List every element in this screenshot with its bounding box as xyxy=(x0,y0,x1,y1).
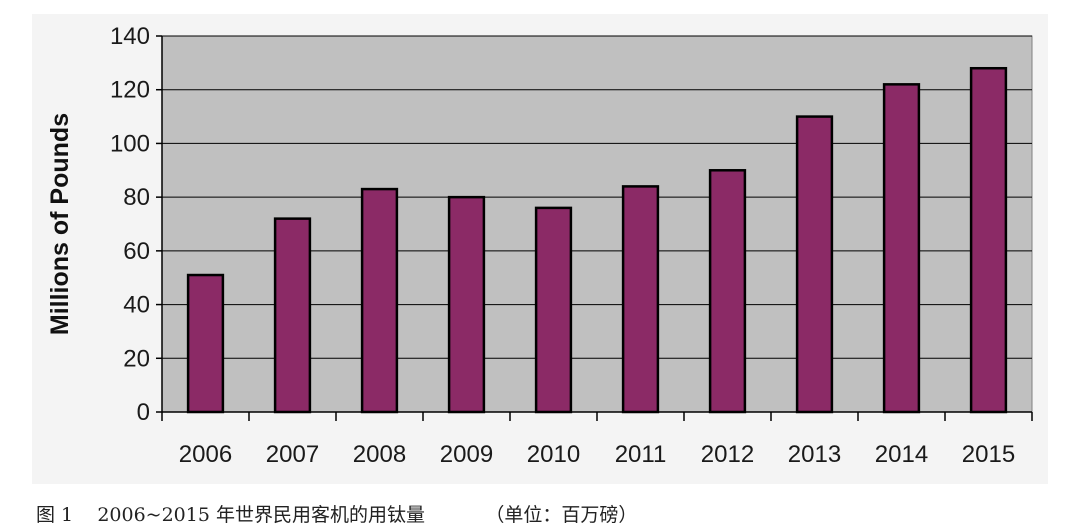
x-tick-label: 2007 xyxy=(266,441,319,468)
x-tick-labels: 2006 2007 2008 2009 2010 2011 2012 2013 2014 2015 xyxy=(179,441,1015,468)
bar-2011 xyxy=(621,185,660,414)
x-tick-label: 2009 xyxy=(440,441,493,468)
x-tick-label: 2006 xyxy=(179,441,232,468)
y-tick-label: 120 xyxy=(110,77,150,104)
axes xyxy=(156,35,1033,421)
figure-label: 图 1 xyxy=(36,504,74,526)
x-tick-label: 2013 xyxy=(788,441,841,468)
x-tick-label: 2010 xyxy=(527,441,580,468)
bar-2008 xyxy=(360,187,399,414)
x-tick-label: 2014 xyxy=(875,441,928,468)
x-tick-label: 2011 xyxy=(615,441,667,468)
y-axis-title: Millions of Pounds xyxy=(46,113,74,335)
y-tick-label: 80 xyxy=(123,184,150,211)
caption-text: 2006~2015 年世界民用客机的用钛量 xyxy=(97,504,425,526)
x-tick-label: 2008 xyxy=(353,441,406,468)
bar-2010 xyxy=(534,206,573,414)
bar-2014 xyxy=(882,83,921,414)
caption-unit-note: （单位：百万磅） xyxy=(485,504,638,526)
y-tick-label: 20 xyxy=(123,345,150,372)
x-tick-label: 2015 xyxy=(962,441,1015,468)
bar-2013 xyxy=(795,115,834,414)
y-tick-label: 0 xyxy=(137,399,150,426)
x-tick-label: 2012 xyxy=(701,441,754,468)
y-tick-label: 140 xyxy=(110,23,150,50)
bar-2007 xyxy=(273,217,312,414)
bars xyxy=(186,66,1008,414)
bar-2015 xyxy=(969,66,1008,414)
y-tick-label: 60 xyxy=(123,238,150,265)
chart-panel: 0 20 40 60 80 100 120 140 2006 2007 2008 2009 2010 2… xyxy=(32,14,1048,484)
y-tick-label: 100 xyxy=(110,130,150,157)
bar-2006 xyxy=(186,273,225,414)
y-tick-labels: 0 20 40 60 80 100 120 140 xyxy=(110,23,150,426)
figure-caption: 图 1 2006~2015 年世界民用客机的用钛量 （单位：百万磅） xyxy=(36,500,637,527)
bar-2012 xyxy=(708,169,747,414)
y-tick-label: 40 xyxy=(123,292,150,319)
bar-2009 xyxy=(447,195,486,414)
